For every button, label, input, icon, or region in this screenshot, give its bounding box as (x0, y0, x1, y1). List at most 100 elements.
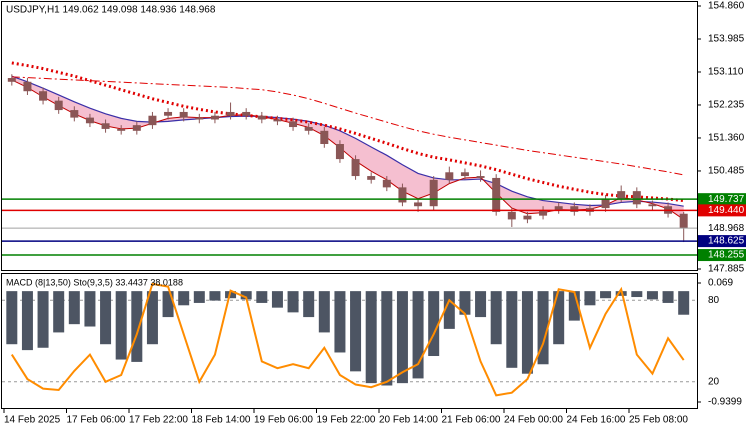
macd-bar (256, 291, 268, 303)
macd-bar (271, 291, 283, 308)
macd-bar (568, 291, 580, 321)
macd-bar (428, 291, 440, 357)
candle-body (679, 213, 688, 229)
candle-body (273, 119, 282, 122)
y2-tick-label: -0.9399 (708, 397, 742, 408)
candle-body (39, 91, 48, 101)
x-tick-label: 19 Feb 22:00 (317, 415, 376, 426)
candle-body (226, 111, 235, 116)
macd-bar (178, 291, 190, 306)
x-tick-label: 18 Feb 14:00 (192, 415, 251, 426)
candle-body (492, 177, 501, 212)
macd-bar (100, 291, 112, 345)
x-tick-label: 19 Feb 06:00 (254, 415, 313, 426)
candle-body (304, 127, 313, 131)
macd-bar (381, 291, 393, 386)
macd-bar (678, 291, 690, 315)
macd-bar (193, 291, 205, 303)
moving-average (11, 61, 684, 203)
candle-body (85, 117, 94, 124)
macd-bar (37, 291, 49, 348)
candle-body (54, 100, 63, 111)
macd-bar (537, 291, 549, 365)
macd-bar (209, 291, 221, 301)
candle-body (335, 144, 344, 160)
candle-body (476, 176, 485, 178)
indicator-frame (1, 273, 698, 409)
y2-tick-label: 0.069 (708, 278, 733, 289)
candle-body (289, 121, 298, 128)
y-tick-label: 147.885 (708, 264, 745, 275)
macd-bar (459, 291, 471, 315)
moving-average (11, 76, 684, 176)
level-label: 148.625 (708, 236, 745, 247)
level-label: 148.255 (708, 250, 745, 261)
macd-bar (318, 291, 330, 333)
stochastic-line (10, 282, 685, 397)
macd-bar (490, 291, 502, 345)
y-tick-label: 150.485 (708, 166, 745, 177)
candle-body (101, 123, 110, 129)
candle-body (179, 111, 188, 118)
candle-body (539, 209, 548, 216)
candle-body (554, 206, 563, 210)
macd-bar (115, 291, 127, 360)
macd-bar (365, 291, 377, 384)
level-label-box (698, 249, 746, 262)
macd-bar (6, 291, 18, 345)
x-tick-label: 24 Feb 16:00 (567, 415, 626, 426)
candle-body (320, 130, 329, 145)
last-price-label: 148.968 (708, 223, 745, 234)
candle-body (648, 204, 657, 207)
candle-body (601, 198, 610, 209)
macd-bar (631, 291, 643, 298)
main-frame (1, 1, 698, 271)
macd-bar (584, 291, 596, 306)
indicator-title: MACD (8|13,50) Sto(9,3,5) 33.4437 38.018… (6, 277, 183, 287)
x-tick-label: 24 Feb 00:00 (504, 415, 563, 426)
x-tick-label: 25 Feb 08:00 (629, 415, 688, 426)
macd-bar (396, 291, 408, 384)
y-tick-label: 154.860 (708, 1, 745, 12)
candle-body (242, 111, 251, 116)
candle-body (117, 128, 126, 131)
macd-bar (84, 291, 96, 327)
x-tick-label: 20 Feb 14:00 (379, 415, 438, 426)
candle-body (617, 191, 626, 199)
macd-bar (506, 291, 518, 368)
macd-bar (146, 291, 158, 345)
level-label-box (698, 193, 746, 206)
candle-body (70, 110, 79, 118)
y-tick-label: 80 (708, 295, 720, 306)
candle-body (164, 111, 173, 116)
macd-bar (21, 291, 33, 351)
candle-body (148, 115, 157, 126)
level-label-box (698, 204, 746, 217)
candle-body (445, 172, 454, 180)
level-label: 149.737 (708, 194, 745, 205)
candle-body (429, 179, 438, 207)
candle-body (210, 115, 219, 120)
candle-body (523, 215, 532, 220)
macd-bar (287, 291, 299, 313)
candle-body (351, 159, 360, 177)
macd-bar (334, 291, 346, 353)
macd-bar (600, 291, 612, 299)
y-tick-label: 152.235 (708, 100, 745, 111)
candle-body (460, 172, 469, 177)
candle-body (414, 202, 423, 207)
x-tick-label: 17 Feb 06:00 (67, 415, 126, 426)
macd-bar (646, 291, 658, 300)
x-tick-label: 17 Feb 22:00 (129, 415, 188, 426)
macd-bar (53, 291, 65, 333)
level-label-box (698, 235, 746, 248)
macd-bar (521, 291, 533, 374)
x-tick-label: 14 Feb 2025 (4, 415, 61, 426)
x-tick-label: 21 Feb 06:00 (442, 415, 501, 426)
chart-title: USDJPY,H1 149.062 149.098 148.936 148.96… (6, 5, 216, 16)
ribbon-fill (11, 76, 684, 220)
candle-body (570, 206, 579, 212)
candle-body (23, 81, 32, 92)
